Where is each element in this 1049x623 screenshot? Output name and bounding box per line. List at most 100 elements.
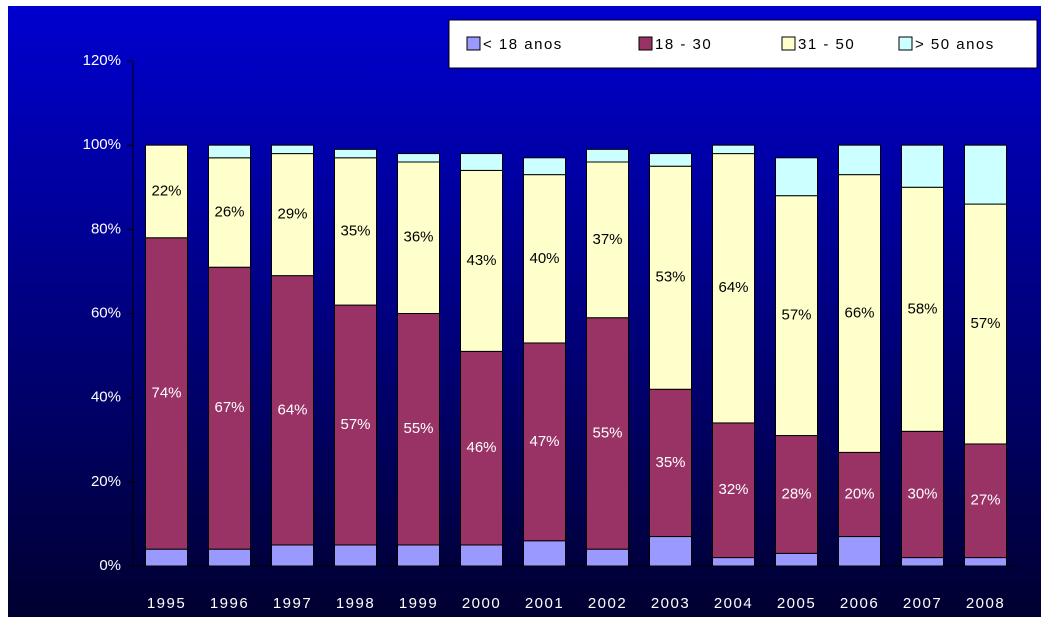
bar-segment — [838, 174, 881, 453]
value-label: 35% — [340, 222, 370, 239]
legend-box — [448, 19, 1038, 69]
bar-segment — [901, 186, 944, 432]
bar-segment — [460, 169, 503, 352]
bar-segment — [649, 536, 692, 567]
bar-segment — [649, 165, 692, 390]
y-tick-label: 60% — [91, 304, 121, 321]
bar-segment — [712, 557, 755, 567]
bar-segment — [964, 144, 1007, 205]
bar-segment — [838, 451, 881, 538]
legend-swatch — [638, 36, 653, 51]
bar-segment — [523, 157, 566, 176]
y-tick-label: 100% — [83, 136, 121, 153]
bar-segment — [145, 144, 188, 239]
bar-segment — [460, 544, 503, 567]
x-tick-label: 2008 — [966, 595, 1005, 612]
value-label: 28% — [781, 485, 811, 502]
bar-segment — [586, 548, 629, 567]
y-tick-label: 80% — [91, 220, 121, 237]
value-label: 47% — [529, 433, 559, 450]
y-tick-label: 0% — [99, 557, 121, 574]
bar-segment — [397, 161, 440, 314]
bar-segment — [460, 153, 503, 171]
x-tick-label: 2002 — [588, 595, 627, 612]
bar-segment — [586, 148, 629, 163]
value-label: 66% — [844, 304, 874, 321]
value-label: 29% — [277, 206, 307, 223]
bar-segment — [775, 195, 818, 437]
value-label: 43% — [466, 252, 496, 269]
value-label: 32% — [718, 481, 748, 498]
value-label: 46% — [466, 439, 496, 456]
value-label: 58% — [907, 300, 937, 317]
bar-segment — [208, 548, 251, 567]
value-label: 55% — [403, 420, 433, 437]
bar-segment — [901, 557, 944, 567]
bar-segment — [334, 148, 377, 159]
value-label: 20% — [844, 485, 874, 502]
bar-segment — [208, 144, 251, 159]
x-tick-label: 1998 — [336, 595, 375, 612]
bar-segment — [649, 153, 692, 167]
value-label: 64% — [718, 279, 748, 296]
value-label: 26% — [214, 203, 244, 220]
legend-swatch — [898, 36, 913, 51]
value-label: 22% — [151, 182, 181, 199]
x-tick-label: 2001 — [525, 595, 564, 612]
value-label: 37% — [592, 231, 622, 248]
bar-segment — [586, 161, 629, 319]
x-tick-label: 2000 — [462, 595, 501, 612]
value-label: 40% — [529, 250, 559, 267]
bar-segment — [523, 342, 566, 542]
value-label: 74% — [151, 384, 181, 401]
bar-segment — [397, 313, 440, 546]
x-tick-label: 2003 — [651, 595, 690, 612]
bar-segment — [397, 544, 440, 567]
value-label: 30% — [907, 485, 937, 502]
x-tick-label: 2007 — [903, 595, 942, 612]
value-label: 57% — [970, 315, 1000, 332]
legend-swatch — [466, 36, 481, 51]
legend: < 18 anos 18 - 30 31 - 50 > 50 anos — [448, 19, 1038, 69]
bar-segment — [334, 157, 377, 306]
value-label: 53% — [655, 269, 685, 286]
legend-label: > 50 anos — [915, 36, 995, 53]
bar-segment — [838, 144, 881, 176]
value-label: 35% — [655, 454, 685, 471]
value-label: 64% — [277, 401, 307, 418]
bar-segment — [775, 157, 818, 197]
bar-segment — [964, 557, 1007, 567]
value-label: 67% — [214, 399, 244, 416]
bar-segment — [838, 536, 881, 567]
x-tick-label: 1996 — [210, 595, 249, 612]
bar-segment — [712, 144, 755, 155]
legend-label: 31 - 50 — [798, 36, 855, 53]
bar-segment — [145, 548, 188, 567]
value-label: 57% — [781, 307, 811, 324]
x-tick-label: 1995 — [147, 595, 186, 612]
bar-segment — [523, 174, 566, 344]
bar-segment — [964, 203, 1007, 445]
bar-segment — [145, 237, 188, 550]
value-label: 27% — [970, 492, 1000, 509]
bar-segment — [271, 144, 314, 155]
x-tick-label: 2005 — [777, 595, 816, 612]
bar-segment — [523, 540, 566, 567]
bar-segment — [712, 422, 755, 559]
bar-segment — [712, 153, 755, 424]
y-tick-label: 20% — [91, 473, 121, 490]
bar-segment — [208, 157, 251, 268]
bar-segment — [901, 430, 944, 559]
bar-segment — [901, 144, 944, 188]
legend-label: 18 - 30 — [655, 36, 712, 53]
bar-segment — [397, 153, 440, 163]
bar-segment — [775, 552, 818, 567]
bar-segment — [334, 544, 377, 567]
bar-segment — [271, 153, 314, 277]
bar-segment — [775, 435, 818, 554]
bar-segment — [649, 388, 692, 538]
value-label: 55% — [592, 424, 622, 441]
bar-segment — [208, 266, 251, 550]
y-tick-label: 120% — [83, 52, 121, 69]
